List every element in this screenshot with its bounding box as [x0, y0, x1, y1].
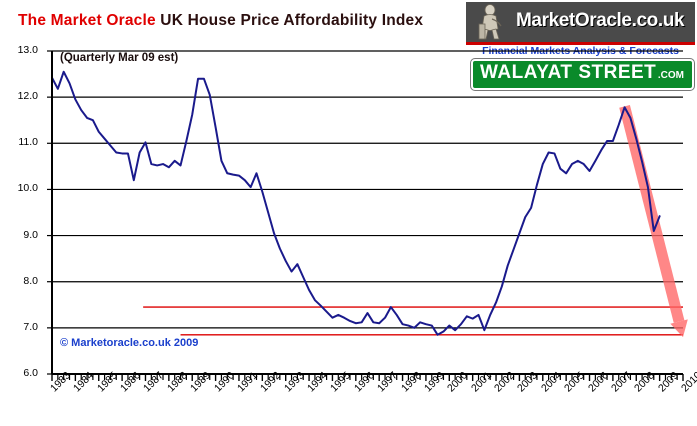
chart-series-line — [51, 70, 661, 336]
chart-gridlines — [47, 50, 683, 375]
page-title: The Market Oracle UK House Price Afforda… — [18, 12, 423, 30]
page-title-rest: UK House Price Affordability Index — [155, 12, 424, 29]
y-axis-tick-label: 9.0 — [23, 228, 38, 241]
marketoracle-logo[interactable]: MarketOracle.co.uk — [466, 2, 695, 45]
chart-reference-lines — [143, 306, 683, 336]
y-axis-tick-label: 7.0 — [23, 320, 38, 333]
series-line — [51, 70, 661, 336]
oracle-statue-icon — [478, 4, 502, 40]
chart-axes — [51, 51, 683, 375]
chart-copyright: © Marketoracle.co.uk 2009 — [60, 337, 199, 349]
page-title-brand: The Market Oracle — [18, 12, 156, 29]
walayat-street-label: WALAYAT STREET — [480, 62, 657, 83]
y-axis-tick-label: 11.0 — [18, 136, 38, 149]
y-axis-tick-label: 6.0 — [23, 367, 38, 379]
chart-note: (Quarterly Mar 09 est) — [60, 52, 179, 64]
y-axis-tick-label: 10.0 — [17, 182, 38, 195]
y-axis-tick-label: 8.0 — [23, 274, 38, 287]
logo-text: MarketOracle.co.uk — [516, 10, 685, 31]
walayat-street-suffix: .COM — [657, 70, 684, 81]
forecast-arrow — [619, 105, 688, 338]
y-axis-tick-label: 12.0 — [17, 90, 38, 103]
y-axis-tick-label: 13.0 — [17, 44, 38, 56]
chart-annotations — [619, 105, 688, 338]
walayat-street-badge[interactable]: WALAYAT STREET .COM — [471, 59, 694, 90]
chart-xaxis-ticks — [51, 374, 684, 381]
